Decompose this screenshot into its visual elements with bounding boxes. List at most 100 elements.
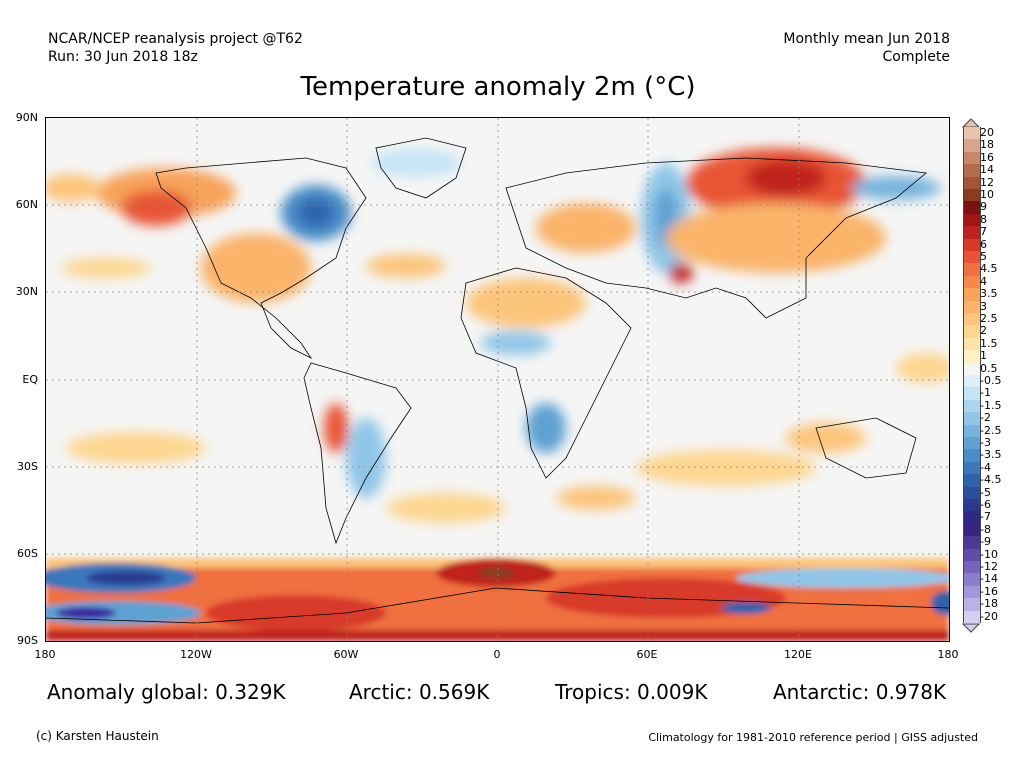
colorbar-label: -7 (980, 510, 991, 524)
colorbar-label: 8 (980, 212, 987, 226)
colorbar-label: 7 (980, 225, 987, 239)
status-label: Complete (882, 49, 950, 65)
colorbar-swatch (963, 585, 981, 599)
colorbar-label: -0.5 (980, 374, 1002, 387)
colorbar-label: 9 (980, 200, 987, 214)
colorbar-label: -9 (980, 535, 991, 549)
colorbar-swatch (963, 300, 981, 313)
map-title: Temperature anomaly 2m (°C) (300, 72, 696, 102)
colorbar-label: 4.5 (980, 262, 998, 276)
colorbar-swatch (963, 424, 981, 437)
colorbar-swatch (963, 449, 981, 462)
colorbar-swatch (963, 437, 981, 450)
lat-label-30n: 30N (15, 285, 38, 298)
colorbar-swatch (963, 598, 981, 611)
colorbar-swatch (963, 275, 981, 289)
colorbar-label: -4 (980, 460, 991, 474)
colorbar-swatch (963, 139, 981, 152)
colorbar-label: -4.5 (980, 473, 1002, 487)
colorbar-swatch (963, 337, 981, 351)
colorbar-label: 18 (980, 138, 994, 152)
colorbar-label: 20 (980, 126, 994, 139)
colorbar-label: -3.5 (980, 448, 1002, 462)
colorbar-label: 2.5 (980, 312, 998, 325)
stat-arctic: Arctic: 0.569K (349, 680, 490, 704)
colorbar-swatch (963, 387, 981, 400)
header-left: NCAR/NCEP reanalysis project @T62 Run: 3… (48, 30, 303, 66)
lon-label-60e: 60E (636, 648, 658, 661)
colorbar-label: -6 (980, 498, 991, 511)
colorbar-swatch (963, 499, 981, 512)
colorbar-swatch (963, 238, 981, 251)
colorbar-label: 1.5 (980, 336, 998, 350)
lat-label-eq: EQ (22, 373, 38, 386)
lon-label-0: 0 (493, 648, 501, 661)
colorbar-label: -18 (980, 597, 998, 611)
header-right: Monthly mean Jun 2018 Complete (783, 30, 950, 66)
colorbar-label: -10 (980, 547, 998, 561)
climatology-note: Climatology for 1981-2010 reference peri… (648, 731, 978, 744)
colorbar-label: 1 (980, 349, 987, 363)
colorbar-swatch (963, 213, 981, 227)
colorbar-label: -8 (980, 522, 991, 536)
colorbar-swatch (963, 561, 981, 574)
colorbar-swatch (963, 325, 981, 338)
colorbar-swatch (963, 362, 981, 375)
colorbar-label: -20 (980, 609, 998, 623)
colorbar-swatch (963, 189, 981, 202)
colorbar-label: -1 (980, 386, 991, 400)
southern-band (46, 558, 949, 641)
colorbar-swatch (963, 486, 981, 499)
colorbar-label: -1.5 (980, 398, 1002, 412)
colorbar-label: 3.5 (980, 287, 998, 301)
map-graphic (46, 118, 949, 641)
anomaly-field (46, 148, 949, 523)
temperature-anomaly-map (45, 117, 950, 642)
stat-global: Anomaly global: 0.329K (47, 680, 286, 704)
colorbar-swatch (963, 127, 981, 140)
lat-label-90n: 90N (15, 111, 38, 124)
model-name: NCAR/NCEP reanalysis project @T62 (48, 31, 303, 47)
colorbar-swatch (963, 263, 981, 276)
colorbar-label: -5 (980, 485, 991, 499)
run-time: Run: 30 Jun 2018 18z (48, 49, 198, 65)
colorbar-swatch (963, 548, 981, 561)
colorbar-swatch (963, 523, 981, 537)
colorbar-swatch (963, 164, 981, 177)
colorbar-swatch (963, 474, 981, 487)
colorbar-label: -16 (980, 584, 998, 598)
colorbar-label: -2 (980, 411, 991, 425)
colorbar-label: -3 (980, 436, 991, 449)
colorbar-swatch (963, 350, 981, 363)
colorbar-label: 4 (980, 274, 987, 288)
colorbar-label: 5 (980, 250, 987, 263)
lon-label-60w: 60W (333, 648, 359, 661)
credit: (c) Karsten Haustein (36, 729, 159, 743)
lon-label-180w: 180 (34, 648, 56, 661)
colorbar-label: 16 (980, 150, 994, 164)
colorbar-swatch (963, 313, 981, 326)
colorbar-swatch (963, 399, 981, 413)
colorbar-swatch (963, 511, 981, 524)
lon-label-120e: 120E (784, 648, 812, 661)
colorbar-swatch (963, 176, 981, 189)
colorbar-label: 6 (980, 237, 987, 251)
lon-label-180e: 180 (937, 648, 959, 661)
colorbar-swatch (963, 412, 981, 425)
colorbar-swatch (963, 573, 981, 586)
colorbar-swatch (963, 610, 981, 623)
colorbar-swatch (963, 288, 981, 301)
colorbar-swatch (963, 375, 981, 388)
colorbar-label: 3 (980, 299, 987, 313)
colorbar-label: -2.5 (980, 423, 1002, 437)
stat-antarctic: Antarctic: 0.978K (773, 680, 947, 704)
colorbar-swatch (963, 536, 981, 549)
colorbar-swatch (963, 201, 981, 214)
colorbar-label: -12 (980, 560, 998, 573)
coastlines (46, 137, 949, 624)
lat-label-60s: 60S (17, 547, 38, 560)
lat-label-90s: 90S (17, 634, 38, 647)
colorbar-label: 12 (980, 175, 994, 189)
lat-label-30s: 30S (17, 460, 38, 473)
period-label: Monthly mean Jun 2018 (783, 31, 950, 47)
